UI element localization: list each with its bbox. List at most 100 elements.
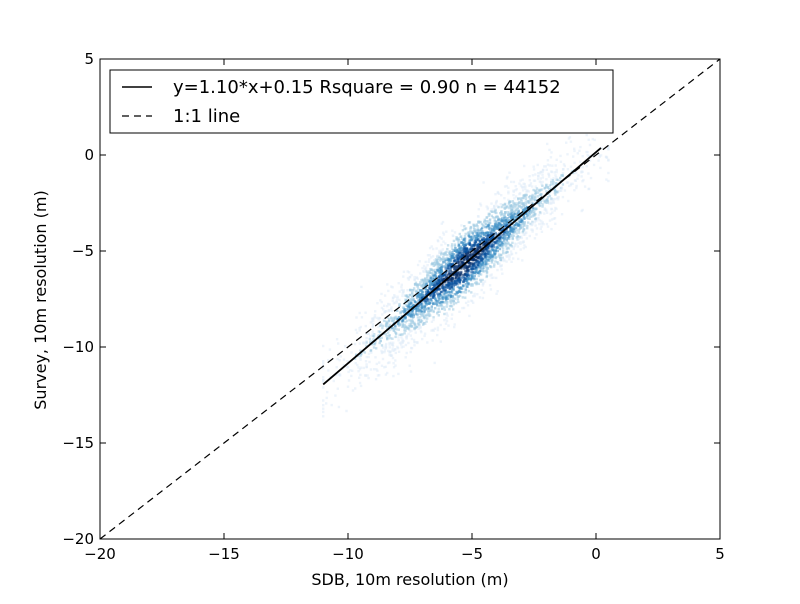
scatter-point bbox=[467, 274, 471, 278]
scatter-point bbox=[408, 323, 411, 326]
scatter-point bbox=[519, 242, 522, 245]
scatter-point bbox=[578, 149, 581, 152]
scatter-point bbox=[541, 205, 544, 208]
scatter-point bbox=[475, 277, 478, 281]
scatter-point bbox=[429, 278, 432, 281]
scatter-point bbox=[479, 273, 483, 276]
scatter-point bbox=[467, 270, 470, 274]
scatter-point bbox=[409, 293, 412, 297]
scatter-point bbox=[469, 231, 473, 234]
one-to-one-line bbox=[99, 58, 721, 540]
scatter-point bbox=[389, 353, 393, 357]
scatter-point bbox=[502, 252, 505, 255]
scatter-point bbox=[457, 250, 461, 253]
scatter-point bbox=[550, 151, 553, 154]
scatter-point bbox=[452, 287, 455, 290]
scatter-point bbox=[452, 284, 456, 288]
scatter-point bbox=[475, 262, 479, 265]
scatter-point bbox=[489, 244, 493, 247]
scatter-point bbox=[533, 195, 536, 198]
x-tick-label: −15 bbox=[208, 545, 240, 563]
scatter-point bbox=[425, 282, 428, 285]
scatter-point bbox=[430, 245, 433, 248]
scatter-point bbox=[461, 229, 465, 232]
scatter-point bbox=[419, 272, 422, 275]
scatter-point bbox=[503, 223, 506, 226]
scatter-point bbox=[380, 364, 384, 367]
scatter-point bbox=[478, 253, 482, 256]
scatter-point bbox=[492, 276, 495, 279]
scatter-point bbox=[523, 164, 526, 168]
scatter-point bbox=[567, 199, 570, 203]
scatter-point bbox=[464, 283, 468, 286]
scatter-point bbox=[447, 324, 450, 327]
scatter-point bbox=[450, 285, 453, 289]
scatter-point bbox=[470, 238, 473, 241]
scatter-point bbox=[587, 138, 590, 141]
x-tick-label: 0 bbox=[591, 545, 601, 563]
scatter-point bbox=[410, 299, 413, 302]
scatter-point bbox=[394, 351, 397, 355]
scatter-point bbox=[412, 303, 415, 307]
scatter-point bbox=[401, 294, 404, 298]
scatter-point bbox=[430, 263, 433, 266]
scatter-point bbox=[474, 263, 477, 266]
scatter-point bbox=[544, 201, 547, 204]
scatter-point bbox=[433, 294, 436, 297]
scatter-point bbox=[542, 168, 545, 172]
scatter-point bbox=[426, 292, 430, 295]
scatter-point bbox=[385, 342, 388, 346]
scatter-point bbox=[538, 222, 541, 226]
scatter-point bbox=[365, 336, 368, 340]
scatter-point bbox=[497, 192, 501, 195]
scatter-point bbox=[416, 285, 419, 288]
scatter-point bbox=[464, 301, 468, 305]
scatter-point bbox=[417, 287, 420, 291]
scatter-point bbox=[442, 297, 445, 300]
scatter-point bbox=[528, 209, 532, 212]
scatter-point bbox=[418, 297, 421, 300]
scatter-point bbox=[463, 238, 466, 242]
scatter-point bbox=[481, 256, 484, 259]
scatter-point bbox=[478, 239, 481, 243]
scatter-point bbox=[335, 366, 338, 369]
scatter-point bbox=[368, 360, 371, 364]
scatter-point bbox=[498, 239, 502, 242]
scatter-point bbox=[384, 373, 388, 376]
scatter-point bbox=[531, 174, 535, 177]
scatter-point bbox=[427, 260, 430, 263]
scatter-point bbox=[483, 218, 486, 221]
scatter-point bbox=[447, 262, 450, 265]
scatter-point bbox=[532, 211, 535, 215]
scatter-point bbox=[540, 199, 543, 203]
scatter-point bbox=[396, 347, 400, 350]
scatter-point bbox=[588, 187, 591, 190]
scatter-point bbox=[448, 308, 451, 311]
scatter-point bbox=[360, 285, 363, 289]
scatter-point bbox=[474, 281, 477, 285]
scatter-point bbox=[336, 357, 339, 361]
scatter-point bbox=[345, 409, 348, 413]
scatter-point bbox=[512, 234, 516, 237]
scatter-point bbox=[477, 238, 480, 241]
scatter-point bbox=[466, 282, 470, 286]
scatter-point bbox=[416, 306, 420, 309]
scatter-point bbox=[400, 343, 403, 346]
scatter-point bbox=[359, 356, 362, 359]
scatter-point bbox=[420, 303, 423, 306]
scatter-point bbox=[560, 186, 563, 189]
scatter-point bbox=[555, 207, 558, 211]
scatter-point bbox=[537, 202, 541, 205]
scatter-point bbox=[481, 253, 484, 257]
scatter-point bbox=[479, 232, 482, 235]
scatter-point bbox=[494, 193, 497, 196]
scatter-point bbox=[529, 215, 532, 218]
scatter-point bbox=[576, 152, 579, 155]
scatter-point bbox=[487, 244, 490, 248]
scatter-point bbox=[485, 271, 489, 274]
scatter-point bbox=[396, 297, 399, 300]
scatter-point bbox=[385, 335, 388, 338]
scatter-point bbox=[461, 242, 465, 245]
scatter-point bbox=[442, 306, 446, 309]
scatter-point bbox=[533, 198, 536, 202]
